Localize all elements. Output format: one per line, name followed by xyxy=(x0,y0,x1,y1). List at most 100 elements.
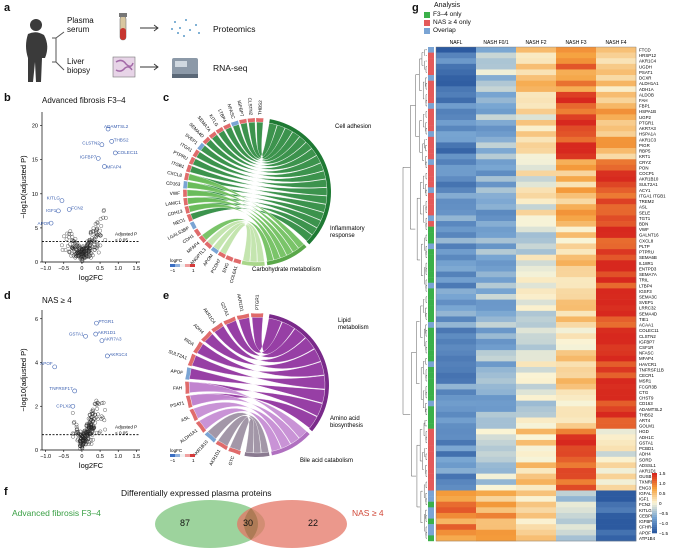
heatmap-cell xyxy=(476,535,517,542)
logfc-legend-tick: 1 xyxy=(192,458,195,463)
volcano-point xyxy=(65,244,70,248)
gene-name: GSTA1 xyxy=(220,301,231,317)
heatmap-cell xyxy=(516,52,557,59)
heatmap-cell xyxy=(436,277,477,284)
volcano-point xyxy=(84,246,89,251)
heatmap-row-label: AKR1D1 xyxy=(639,469,657,474)
heatmap-cell xyxy=(516,271,557,278)
heatmap-cell xyxy=(476,142,517,149)
venn-right-count: 22 xyxy=(308,518,319,528)
colorbar-segment xyxy=(652,529,657,532)
heatmap-cell xyxy=(436,361,477,368)
analysis-strip-cell xyxy=(428,310,434,317)
heatmap-row-label: APOF xyxy=(639,530,651,535)
heatmap-cell xyxy=(596,254,637,261)
volcano-point xyxy=(101,209,106,213)
gene-label: COLEC11 xyxy=(117,150,138,155)
volcano-point xyxy=(88,231,93,236)
gene-label: MFAP4 xyxy=(106,165,122,170)
heatmap-cell xyxy=(596,80,637,87)
heatmap-row-label: PIGR xyxy=(639,143,650,148)
heatmap-row-label: KRT1 xyxy=(639,154,651,159)
heatmap-row-label: TRIL xyxy=(639,278,649,283)
heatmap-cell xyxy=(476,271,517,278)
heatmap-row-label: HRSP12 xyxy=(639,53,657,58)
heatmap-cell xyxy=(436,97,477,104)
heatmap-cell xyxy=(436,333,477,340)
gene-label: FCN2 xyxy=(71,206,83,211)
chord-ribbon xyxy=(225,320,306,358)
gene-label: IGFBP7 xyxy=(80,154,97,159)
colorbar-segment xyxy=(652,509,657,512)
chord-ribbon xyxy=(248,121,286,159)
heatmap-cell xyxy=(436,411,477,418)
heatmap-cell xyxy=(476,63,517,70)
heatmap-cell xyxy=(556,372,597,379)
heatmap-cell xyxy=(556,462,597,469)
analysis-strip-cell xyxy=(428,69,434,76)
heatmap-cell xyxy=(516,451,557,458)
heatmap-cell xyxy=(516,316,557,323)
heatmap-cell xyxy=(556,338,597,345)
chord-ribbon xyxy=(217,415,262,454)
volcano-point xyxy=(95,245,100,250)
highlight-point xyxy=(66,207,72,212)
chord-ribbon xyxy=(205,139,321,174)
heatmap-cell xyxy=(596,344,637,351)
highlight-point xyxy=(72,388,77,394)
heatmap-cell xyxy=(596,518,637,525)
heatmap-cell xyxy=(436,400,477,407)
y-axis-label: −log10(adjusted P) xyxy=(19,155,28,219)
legend-label: Overlap xyxy=(433,27,456,34)
heatmap-cell xyxy=(436,451,477,458)
volcano-point xyxy=(96,412,100,417)
gene-label: CPLX2 xyxy=(56,403,71,408)
heatmap-cell xyxy=(436,232,477,239)
heatmap-cell xyxy=(596,181,637,188)
heatmap-cell xyxy=(436,170,477,177)
heatmap-cell xyxy=(436,254,477,261)
highlight-point xyxy=(99,338,105,343)
chord-ribbon xyxy=(213,222,258,263)
heatmap-cell xyxy=(476,496,517,503)
heatmap-cell xyxy=(516,237,557,244)
heatmap-row-label: IGF1 xyxy=(639,497,649,502)
chord-ribbon xyxy=(218,130,312,167)
volcano-point xyxy=(88,250,93,255)
colorbar-segment xyxy=(652,519,657,522)
heatmap-cell xyxy=(436,507,477,514)
chord-ribbon xyxy=(188,381,307,439)
volcano-point xyxy=(87,252,92,257)
heatmap-cell xyxy=(476,366,517,373)
volcano-point xyxy=(88,423,93,427)
heatmap-row-label: ENTPD3 xyxy=(639,266,657,271)
heatmap-cell xyxy=(476,462,517,469)
gene-name: CXCL8 xyxy=(167,170,183,178)
heatmap-cell xyxy=(516,462,557,469)
analysis-strip-cell xyxy=(428,434,434,441)
analysis-legend-item: Overlap xyxy=(424,27,456,34)
heatmap-cell xyxy=(556,529,597,536)
colorbar-segment xyxy=(652,479,657,482)
colorbar-tick: −1.0 xyxy=(659,521,669,526)
heatmap-cell xyxy=(596,86,637,93)
heatmap-cell xyxy=(556,361,597,368)
heatmap-cell xyxy=(516,63,557,70)
venn-right-label: NAS ≥ 4 xyxy=(352,508,384,518)
heatmap-cell xyxy=(516,170,557,177)
heatmap-cell xyxy=(556,277,597,284)
heatmap-cell xyxy=(476,468,517,474)
chord-ribbon xyxy=(240,122,293,160)
heatmap-row-label: SEMA4D xyxy=(639,311,657,316)
heatmap-cell xyxy=(476,428,517,435)
gene-label: PTGR1 xyxy=(98,319,114,324)
analysis-strip-cell xyxy=(428,378,434,385)
heatmap-cell xyxy=(436,322,477,328)
gene-sector xyxy=(185,395,193,408)
heatmap-cell xyxy=(596,97,637,104)
gene-sector xyxy=(198,235,207,244)
volcano-point xyxy=(69,238,74,243)
analysis-strip-cell xyxy=(428,204,434,210)
gene-name: KITLG xyxy=(208,113,219,127)
analysis-strip-cell xyxy=(428,294,434,300)
